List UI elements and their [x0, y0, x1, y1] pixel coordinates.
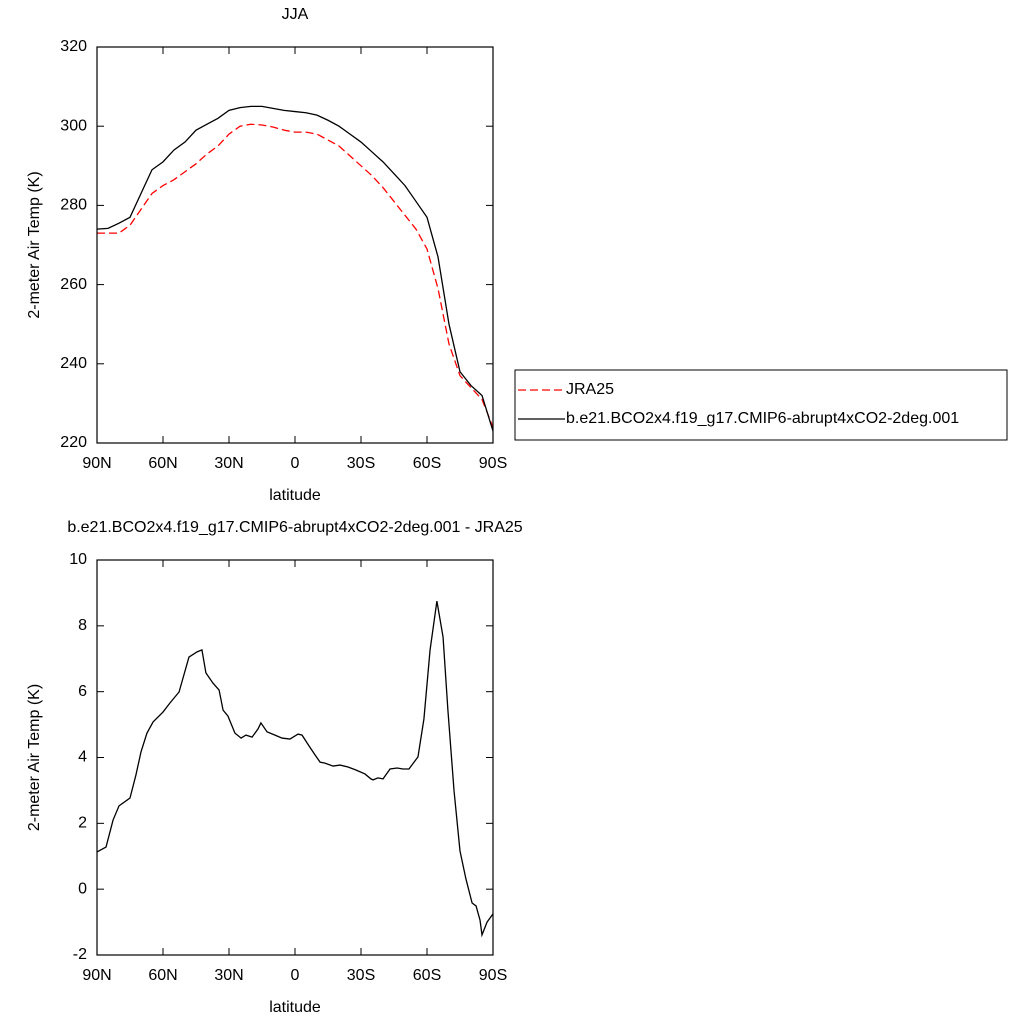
x-tick-label: 90S — [479, 967, 507, 984]
x-tick-label: 0 — [291, 455, 300, 472]
y-tick-label: 8 — [78, 617, 87, 634]
x-tick-label: 30N — [214, 455, 243, 472]
y-tick-label: 300 — [60, 117, 87, 134]
x-tick-label: 30S — [347, 455, 375, 472]
x-axis-label: latitude — [269, 999, 321, 1016]
plot-frame — [96, 46, 494, 444]
y-tick-label: 0 — [78, 880, 87, 897]
y-tick-label: -2 — [73, 946, 87, 963]
x-tick-label: 60N — [148, 455, 177, 472]
legend-box — [514, 369, 1008, 441]
data-line — [97, 123, 494, 428]
y-tick-label: 260 — [60, 276, 87, 293]
chart-title: JJA — [282, 6, 309, 23]
legend-label: JRA25 — [566, 381, 614, 398]
x-tick-label: 90S — [479, 455, 507, 472]
x-axis-label: latitude — [269, 487, 321, 504]
chart-title: b.e21.BCO2x4.f19_g17.CMIP6-abrupt4xCO2-2… — [67, 519, 522, 536]
y-tick-label: 220 — [60, 434, 87, 451]
x-tick-label: 60S — [413, 455, 441, 472]
legend-label: b.e21.BCO2x4.f19_g17.CMIP6-abrupt4xCO2-2… — [566, 410, 959, 427]
y-axis-label: 2-meter Air Temp (K) — [26, 684, 43, 831]
data-line — [96, 105, 494, 432]
y-tick-label: 320 — [60, 38, 87, 55]
y-tick-label: 280 — [60, 197, 87, 214]
y-tick-label: 4 — [78, 749, 87, 766]
x-tick-label: 30N — [214, 967, 243, 984]
x-tick-label: 90N — [82, 967, 111, 984]
data-line — [96, 601, 494, 938]
y-tick-label: 6 — [78, 683, 87, 700]
y-tick-label: 2 — [78, 815, 87, 832]
x-tick-label: 30S — [347, 967, 375, 984]
y-tick-label: 240 — [60, 355, 87, 372]
x-tick-label: 60N — [148, 967, 177, 984]
x-tick-label: 60S — [413, 967, 441, 984]
x-tick-label: 90N — [82, 455, 111, 472]
plot-frame — [96, 559, 494, 956]
x-tick-label: 0 — [291, 967, 300, 984]
y-axis-label: 2-meter Air Temp (K) — [26, 171, 43, 318]
y-tick-label: 10 — [69, 551, 87, 568]
